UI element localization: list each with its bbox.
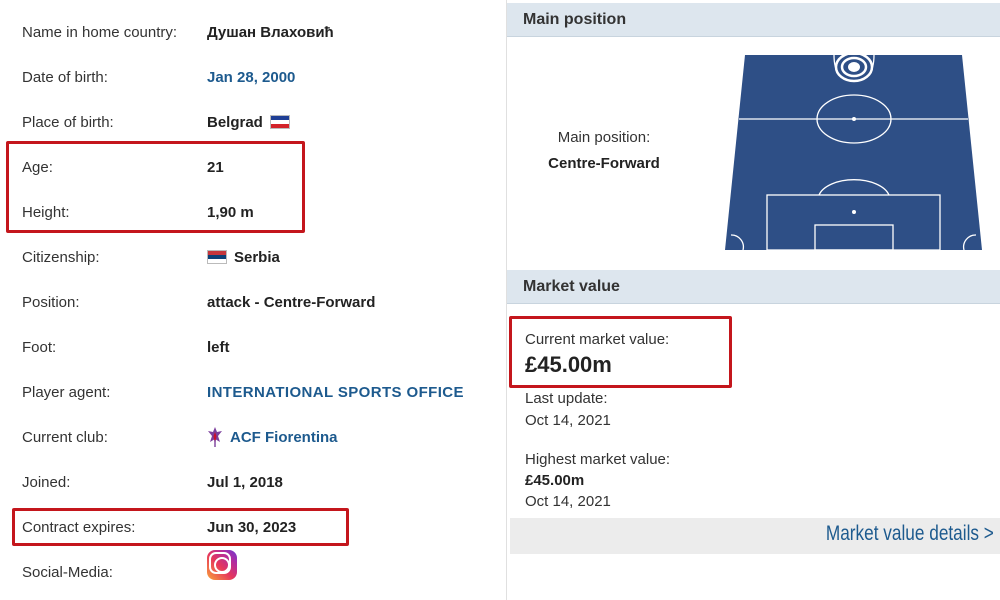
market-value-details-link[interactable]: Market value details > [826,522,994,545]
value-place-of-birth: Belgrad [207,114,290,131]
instagram-icon[interactable] [207,550,237,580]
player-agent-link[interactable]: INTERNATIONAL SPORTS OFFICE [207,383,464,401]
row-age: Age: 21 [22,152,492,182]
value-height: 1,90 m [207,203,254,221]
label-player-agent: Player agent: [22,383,111,401]
row-citizenship: Citizenship: Serbia [22,242,492,272]
highest-market-value: £45.00m [525,472,585,489]
label-contract-expires: Contract expires: [22,518,136,536]
row-date-of-birth: Date of birth: Jan 28, 2000 [22,62,492,92]
label-joined: Joined: [22,473,71,491]
row-current-club: Current club: ACF Fiorentina [22,422,492,452]
value-age: 21 [207,158,224,176]
label-current-club: Current club: [22,428,108,446]
value-contract-expires: Jun 30, 2023 [207,518,297,536]
row-joined: Joined: Jul 1, 2018 [22,467,492,497]
value-current-club: ACF Fiorentina [207,426,338,448]
main-position-value: Centre-Forward [548,155,660,172]
row-place-of-birth: Place of birth: Belgrad [22,107,492,137]
highest-market-value-label: Highest market value: [525,451,671,468]
place-of-birth-text: Belgrad [207,113,263,131]
pitch-position-diagram [725,55,982,250]
highlight-current-market-value [509,316,732,388]
position-marker-centre-forward [834,55,874,83]
label-citizenship: Citizenship: [22,248,100,266]
label-name-home-country: Name in home country: [22,23,178,41]
label-position: Position: [22,293,80,311]
row-height: Height: 1,90 m [22,197,492,227]
citizenship-text: Serbia [234,248,280,266]
row-position: Position: attack - Centre-Forward [22,287,492,317]
right-panel [506,0,1000,600]
current-market-value-label: Current market value: [525,331,670,348]
label-place-of-birth: Place of birth: [22,113,114,131]
row-foot: Foot: left [22,332,492,362]
label-foot: Foot: [22,338,57,356]
row-contract-expires: Contract expires: Jun 30, 2023 [22,512,492,542]
main-position-label: Main position: [557,129,651,146]
label-date-of-birth: Date of birth: [22,68,108,86]
row-social-media: Social-Media: [22,557,492,587]
label-age: Age: [22,158,53,176]
value-position: attack - Centre-Forward [207,293,376,311]
fiorentina-crest-icon[interactable] [207,426,223,448]
highlight-contract-expires [12,508,349,546]
date-of-birth-link[interactable]: Jan 28, 2000 [207,68,296,86]
yugoslavia-flag-icon [269,115,290,129]
value-foot: left [207,338,230,356]
current-market-value: £45.00m [525,352,612,377]
last-update-label: Last update: [525,390,608,407]
main-position-header: Main position [507,3,1000,37]
market-value-footer: Market value details > [510,518,1000,554]
current-club-link[interactable]: ACF Fiorentina [230,428,338,446]
highlight-age-height [6,141,305,233]
label-height: Height: [22,203,70,221]
row-player-agent: Player agent: INTERNATIONAL SPORTS OFFIC… [22,377,492,407]
last-update-date: Oct 14, 2021 [525,412,611,429]
value-name-home-country: Душан Влаховић [207,23,334,41]
value-citizenship: Serbia [207,249,280,266]
serbia-flag-icon [207,250,227,264]
row-name-home-country: Name in home country: Душан Влаховић [22,17,492,47]
highest-market-value-date: Oct 14, 2021 [525,493,611,510]
market-value-header: Market value [507,270,1000,304]
value-joined: Jul 1, 2018 [207,473,283,491]
label-social-media: Social-Media: [22,563,113,581]
